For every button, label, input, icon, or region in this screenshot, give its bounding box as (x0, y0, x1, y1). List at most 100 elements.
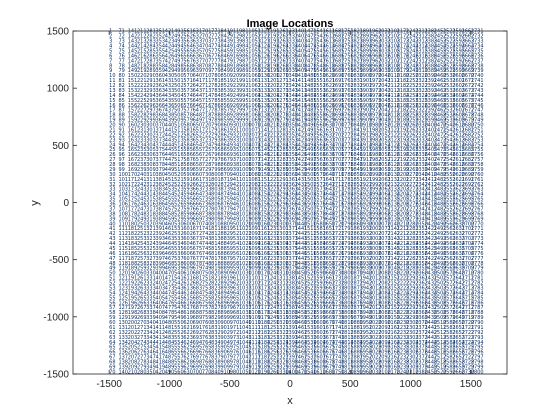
x-axis-label: x (287, 395, 293, 407)
axes-box (72, 30, 508, 375)
image-location-label: 1128 (258, 63, 271, 69)
image-location-label: 386 (156, 202, 166, 208)
image-location-label: 593 (183, 187, 193, 193)
image-location-label: 1263 (276, 39, 289, 45)
image-location-label: 2739 (471, 68, 484, 74)
image-location-label: 2411 (424, 177, 437, 183)
image-location-label: 2784 (471, 290, 484, 296)
image-location-label: 120 (118, 271, 128, 277)
image-location-label: 2095 (378, 345, 391, 351)
image-location-label: 2572 (443, 281, 456, 287)
image-location-label: 1480 (304, 73, 317, 79)
image-location-label: 259 (137, 266, 147, 272)
image-location-label: 1146 (258, 152, 271, 158)
image-location-label: 1968 (369, 63, 382, 69)
image-location-label: 537 (174, 256, 184, 262)
image-location-label: 1043 (239, 335, 252, 341)
image-location-label: 2207 (397, 206, 410, 212)
image-location-label: 1944 (360, 290, 373, 296)
image-location-label: 1067 (248, 108, 261, 114)
image-location-label: 1578 (313, 211, 326, 217)
image-location-label: 2188 (397, 113, 410, 119)
image-location-label: 731 (202, 177, 212, 183)
image-location-label: 1565 (313, 147, 326, 153)
image-location-label: 892 (220, 281, 230, 287)
image-location-label: 2218 (397, 261, 410, 267)
image-location-label: 1986 (369, 152, 382, 158)
image-location-label: 41 (109, 226, 115, 232)
image-location-label: 2124 (387, 142, 400, 148)
image-location-label: 796 (211, 152, 221, 158)
image-location-label: 2422 (424, 231, 437, 237)
image-location-label: 1392 (285, 330, 298, 336)
image-location-label: 950 (230, 221, 240, 227)
image-location-label: 1433 (295, 187, 308, 193)
image-location-label: 1770 (341, 123, 354, 129)
image-location-label: 2468 (434, 113, 447, 119)
image-location-label: 2544 (443, 142, 456, 148)
image-location-label: 1638 (322, 162, 335, 168)
image-location-label: 2732 (471, 34, 484, 40)
image-location-label: 2675 (462, 98, 475, 104)
image-location-label: 2604 (452, 93, 465, 99)
image-location-label: 2318 (415, 63, 428, 69)
image-location-label: 853 (220, 88, 230, 94)
image-location-label: 532 (174, 231, 184, 237)
image-location-label: 686 (193, 300, 203, 306)
image-location-label: 2741 (471, 78, 484, 84)
image-location-label: 274 (137, 340, 147, 346)
image-location-label: 1884 (350, 340, 363, 346)
image-location-label: 1736 (332, 300, 345, 306)
image-location-label: 476 (165, 300, 175, 306)
image-location-label: 1740 (332, 320, 345, 326)
image-location-label: 498 (174, 63, 184, 69)
image-location-label: 2210 (397, 221, 410, 227)
image-location-label: 1174 (258, 290, 271, 296)
image-location-label: 1038 (239, 310, 252, 316)
image-location-label: 481 (165, 325, 175, 331)
image-location-label: 667 (193, 206, 203, 212)
image-location-label: 2131 (387, 177, 400, 183)
image-location-label: 646 (193, 103, 203, 109)
image-location-label: 1044 (239, 340, 252, 346)
image-location-label: 2277 (406, 206, 419, 212)
image-location-label: 2493 (434, 236, 447, 242)
image-location-label: 2568 (443, 261, 456, 267)
image-location-label: 377 (156, 157, 166, 163)
image-location-label: 835 (211, 345, 221, 351)
image-location-label: 1078 (248, 162, 261, 168)
image-location-label: 958 (230, 261, 240, 267)
image-location-label: 1398 (285, 360, 298, 366)
image-location-label: 2056 (378, 152, 391, 158)
image-location-label: 824 (211, 290, 221, 296)
image-location-label: 1323 (276, 335, 289, 341)
image-location-label: 1315 (276, 295, 289, 301)
image-location-label: 1676 (322, 350, 335, 356)
image-location-label: 2654 (452, 340, 465, 346)
image-location-label: 2718 (462, 310, 475, 316)
image-location-label: 1830 (350, 73, 363, 79)
image-location-label: 742 (202, 231, 212, 237)
image-location-label: 2457 (434, 58, 447, 64)
image-location-label: 1105 (248, 295, 261, 301)
image-location-label: 2486 (434, 202, 447, 208)
image-location-label: 1660 (322, 271, 335, 277)
image-location-label: 265 (137, 295, 147, 301)
image-location-label: 1416 (295, 103, 308, 109)
image-location-label: 478 (165, 310, 175, 316)
image-location-label: 345 (146, 345, 156, 351)
image-location-label: 676 (193, 251, 203, 257)
image-location-label: 1064 (248, 93, 261, 99)
image-location-label: 1280 (276, 123, 289, 129)
x-tick-label: -1000 (157, 379, 183, 390)
image-location-label: 2656 (452, 350, 465, 356)
image-location-label: 675 (193, 246, 203, 252)
image-location-label: 2285 (406, 246, 419, 252)
image-location-label: 1629 (322, 118, 335, 124)
image-location-label: 977 (230, 355, 240, 361)
image-location-label: 223 (137, 88, 147, 94)
image-location-label: 688 (193, 310, 203, 316)
image-location-label: 2652 (452, 330, 465, 336)
image-location-label: 1029 (239, 266, 252, 272)
